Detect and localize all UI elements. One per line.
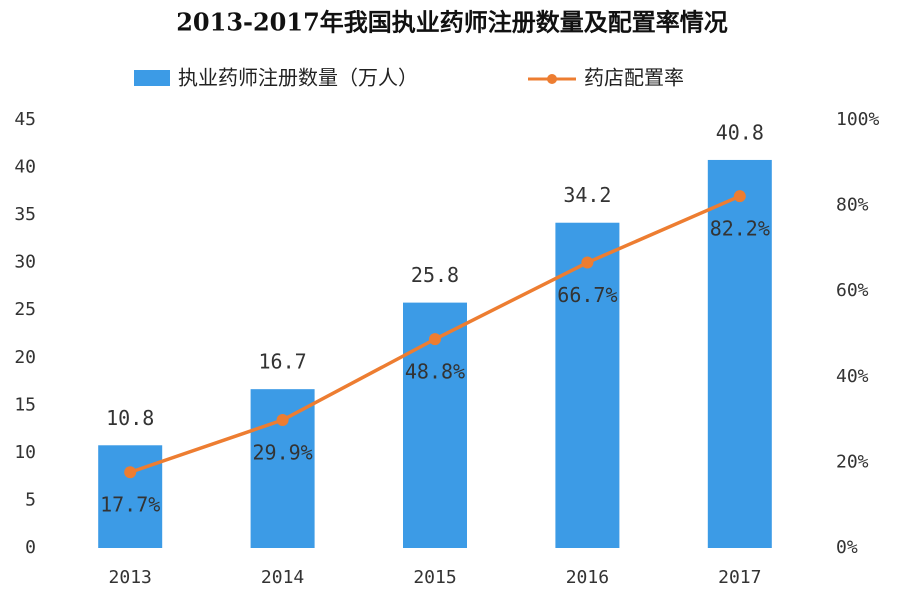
legend-label: 药店配置率 — [584, 66, 684, 90]
y-tick-label: 30 — [14, 252, 36, 273]
bar — [98, 445, 163, 548]
y-tick-label: 15 — [14, 394, 36, 415]
y-tick-label: 45 — [14, 109, 36, 130]
y-tick-label: 10 — [14, 442, 36, 463]
y2-tick-label: 0% — [836, 537, 858, 558]
line-point — [276, 414, 289, 427]
x-tick-label: 2017 — [718, 567, 761, 588]
legend-label: 执业药师注册数量（万人） — [178, 66, 418, 90]
x-tick-label: 2016 — [566, 567, 609, 588]
data-label: 82.2% — [710, 217, 770, 241]
y2-tick-label: 60% — [836, 280, 869, 301]
line-point — [733, 190, 746, 203]
x-tick-label: 2013 — [109, 567, 152, 588]
chart-title: 2013-2017年我国执业药师注册数量及配置率情况 — [176, 8, 728, 37]
y2-tick-label: 40% — [836, 366, 869, 387]
line-point — [429, 333, 441, 346]
data-label: 29.9% — [252, 441, 312, 465]
y-tick-label: 35 — [14, 204, 36, 225]
y2-tick-label: 80% — [836, 195, 869, 216]
y-tick-label: 40 — [14, 157, 36, 178]
bar — [555, 222, 620, 548]
bar — [707, 159, 772, 549]
y-tick-label: 0 — [25, 537, 36, 558]
data-label: 16.7 — [259, 350, 307, 374]
data-label: 10.8 — [106, 406, 154, 430]
line-point — [124, 466, 137, 479]
data-label: 66.7% — [557, 283, 617, 307]
data-label: 25.8 — [411, 263, 459, 287]
data-label: 40.8 — [716, 120, 764, 144]
x-tick-label: 2014 — [261, 567, 304, 588]
data-label: 17.7% — [100, 493, 160, 517]
y-tick-label: 20 — [14, 347, 36, 368]
y-tick-label: 25 — [14, 299, 36, 320]
legend-swatch — [134, 70, 170, 86]
data-label: 34.2 — [563, 183, 611, 207]
y2-tick-label: 20% — [836, 451, 869, 472]
bar — [250, 389, 315, 548]
data-label: 48.8% — [405, 360, 465, 384]
y-tick-label: 5 — [25, 489, 36, 510]
legend-swatch — [547, 74, 557, 84]
y2-tick-label: 100% — [836, 109, 880, 130]
x-tick-label: 2015 — [413, 567, 456, 588]
line-point — [581, 256, 594, 269]
